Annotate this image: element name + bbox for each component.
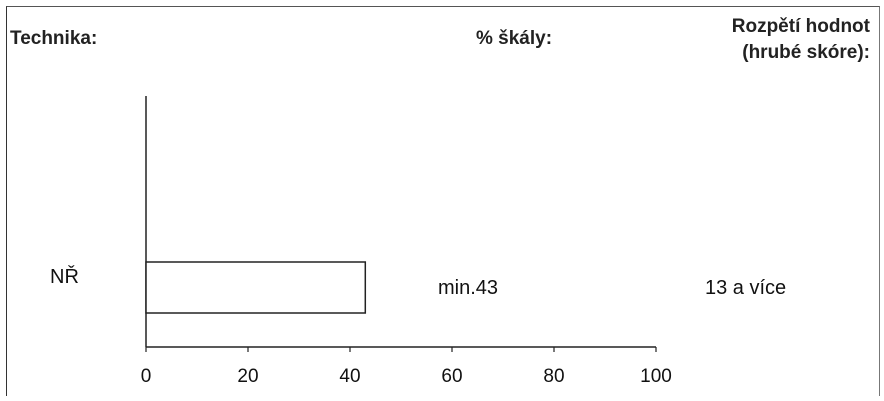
x-tick-label-20: 20 [237,366,258,387]
category-label: NŘ [50,266,79,288]
x-tick-label-80: 80 [543,366,564,387]
x-tick-label-40: 40 [339,366,360,387]
x-tick-label-0: 0 [141,366,152,387]
raw-score-range-header-line2: (hrubé skóre): [742,42,870,63]
scale-percent-value: min.43 [438,277,499,299]
technique-header: Technika: [10,28,98,49]
raw-score-range-header: Rozpětí hodnot (hrubé skóre): [660,14,870,66]
raw-score-range-value: 13 a více [705,277,787,299]
raw-score-range-header-line1: Rozpětí hodnot [731,16,870,37]
bar-NŘ [145,261,367,314]
x-tick-label-60: 60 [441,366,462,387]
chart-frame [6,6,880,396]
x-tick-label-100: 100 [640,366,672,387]
scale-percent-header: % škály: [476,28,553,49]
